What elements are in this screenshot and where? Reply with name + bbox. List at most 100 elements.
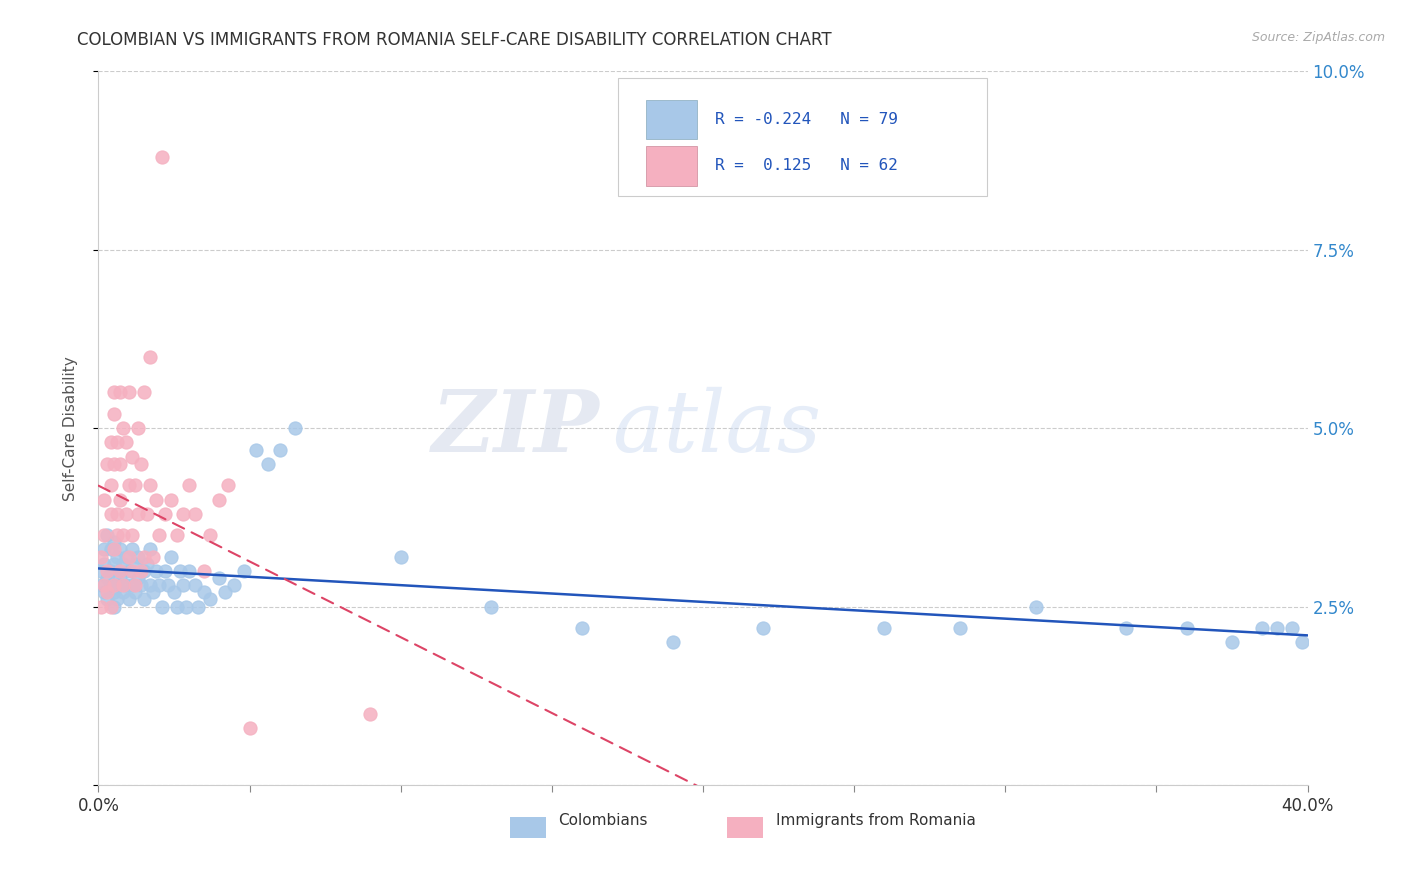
- Point: [150, 150, 173, 164]
- Y-axis label: Self-Care Disability: Self-Care Disability: [63, 356, 77, 500]
- Point: [127, 549, 149, 564]
- Point: [108, 457, 131, 471]
- Point: [148, 528, 170, 542]
- Point: [1291, 635, 1313, 649]
- Point: [90, 578, 112, 592]
- Point: [118, 549, 141, 564]
- Point: [139, 578, 162, 592]
- Point: [105, 528, 128, 542]
- Point: [108, 542, 131, 557]
- Point: [103, 385, 125, 400]
- Point: [100, 435, 122, 450]
- Point: [163, 585, 186, 599]
- Point: [200, 592, 222, 607]
- Point: [105, 592, 128, 607]
- Point: [114, 507, 136, 521]
- FancyBboxPatch shape: [647, 146, 697, 186]
- Point: [661, 635, 683, 649]
- Point: [132, 385, 155, 400]
- Point: [1115, 621, 1137, 635]
- Text: Immigrants from Romania: Immigrants from Romania: [776, 814, 976, 828]
- Point: [103, 578, 125, 592]
- Text: COLOMBIAN VS IMMIGRANTS FROM ROMANIA SELF-CARE DISABILITY CORRELATION CHART: COLOMBIAN VS IMMIGRANTS FROM ROMANIA SEL…: [77, 31, 832, 49]
- Point: [100, 507, 122, 521]
- Point: [90, 599, 112, 614]
- Point: [118, 564, 141, 578]
- Point: [193, 585, 215, 599]
- Point: [96, 564, 118, 578]
- Point: [111, 585, 134, 599]
- Point: [121, 528, 143, 542]
- Point: [169, 564, 191, 578]
- Point: [481, 599, 503, 614]
- Point: [108, 571, 131, 585]
- Point: [139, 542, 162, 557]
- Point: [93, 578, 115, 592]
- Point: [217, 478, 239, 492]
- Point: [121, 578, 143, 592]
- Point: [96, 585, 118, 599]
- FancyBboxPatch shape: [647, 100, 697, 139]
- Point: [111, 557, 134, 571]
- Point: [108, 564, 131, 578]
- Point: [121, 450, 143, 464]
- Point: [111, 528, 134, 542]
- Point: [135, 557, 157, 571]
- Point: [108, 385, 131, 400]
- Point: [132, 549, 155, 564]
- Point: [103, 557, 125, 571]
- Point: [166, 528, 188, 542]
- Point: [145, 492, 167, 507]
- Point: [172, 578, 194, 592]
- Text: ZIP: ZIP: [433, 386, 600, 470]
- Text: Colombians: Colombians: [558, 814, 647, 828]
- Point: [284, 421, 307, 435]
- Point: [108, 564, 131, 578]
- Point: [124, 557, 146, 571]
- Point: [93, 542, 115, 557]
- Point: [124, 478, 146, 492]
- Point: [135, 507, 157, 521]
- Point: [245, 442, 267, 457]
- Point: [127, 571, 149, 585]
- Point: [90, 564, 112, 578]
- Point: [172, 507, 194, 521]
- Point: [96, 457, 118, 471]
- Point: [160, 492, 183, 507]
- Point: [1175, 621, 1198, 635]
- Point: [129, 457, 152, 471]
- Point: [103, 542, 125, 557]
- Point: [187, 599, 209, 614]
- Point: [103, 535, 125, 549]
- Point: [142, 549, 165, 564]
- Point: [389, 549, 412, 564]
- Point: [105, 507, 128, 521]
- Point: [129, 564, 152, 578]
- Point: [208, 571, 231, 585]
- Point: [256, 457, 278, 471]
- Point: [114, 549, 136, 564]
- Point: [360, 706, 382, 721]
- Point: [96, 592, 118, 607]
- Point: [208, 492, 231, 507]
- Point: [96, 528, 118, 542]
- Point: [142, 585, 165, 599]
- Point: [121, 564, 143, 578]
- Point: [105, 435, 128, 450]
- Point: [132, 592, 155, 607]
- Point: [100, 599, 122, 614]
- Point: [90, 549, 112, 564]
- Point: [93, 528, 115, 542]
- Text: atlas: atlas: [613, 387, 821, 469]
- Point: [166, 599, 188, 614]
- Text: R =  0.125   N = 62: R = 0.125 N = 62: [716, 159, 898, 173]
- Point: [193, 564, 215, 578]
- Point: [100, 478, 122, 492]
- Point: [118, 478, 141, 492]
- FancyBboxPatch shape: [509, 817, 546, 838]
- Point: [224, 578, 246, 592]
- Point: [93, 557, 115, 571]
- Point: [127, 507, 149, 521]
- Point: [108, 492, 131, 507]
- Point: [103, 457, 125, 471]
